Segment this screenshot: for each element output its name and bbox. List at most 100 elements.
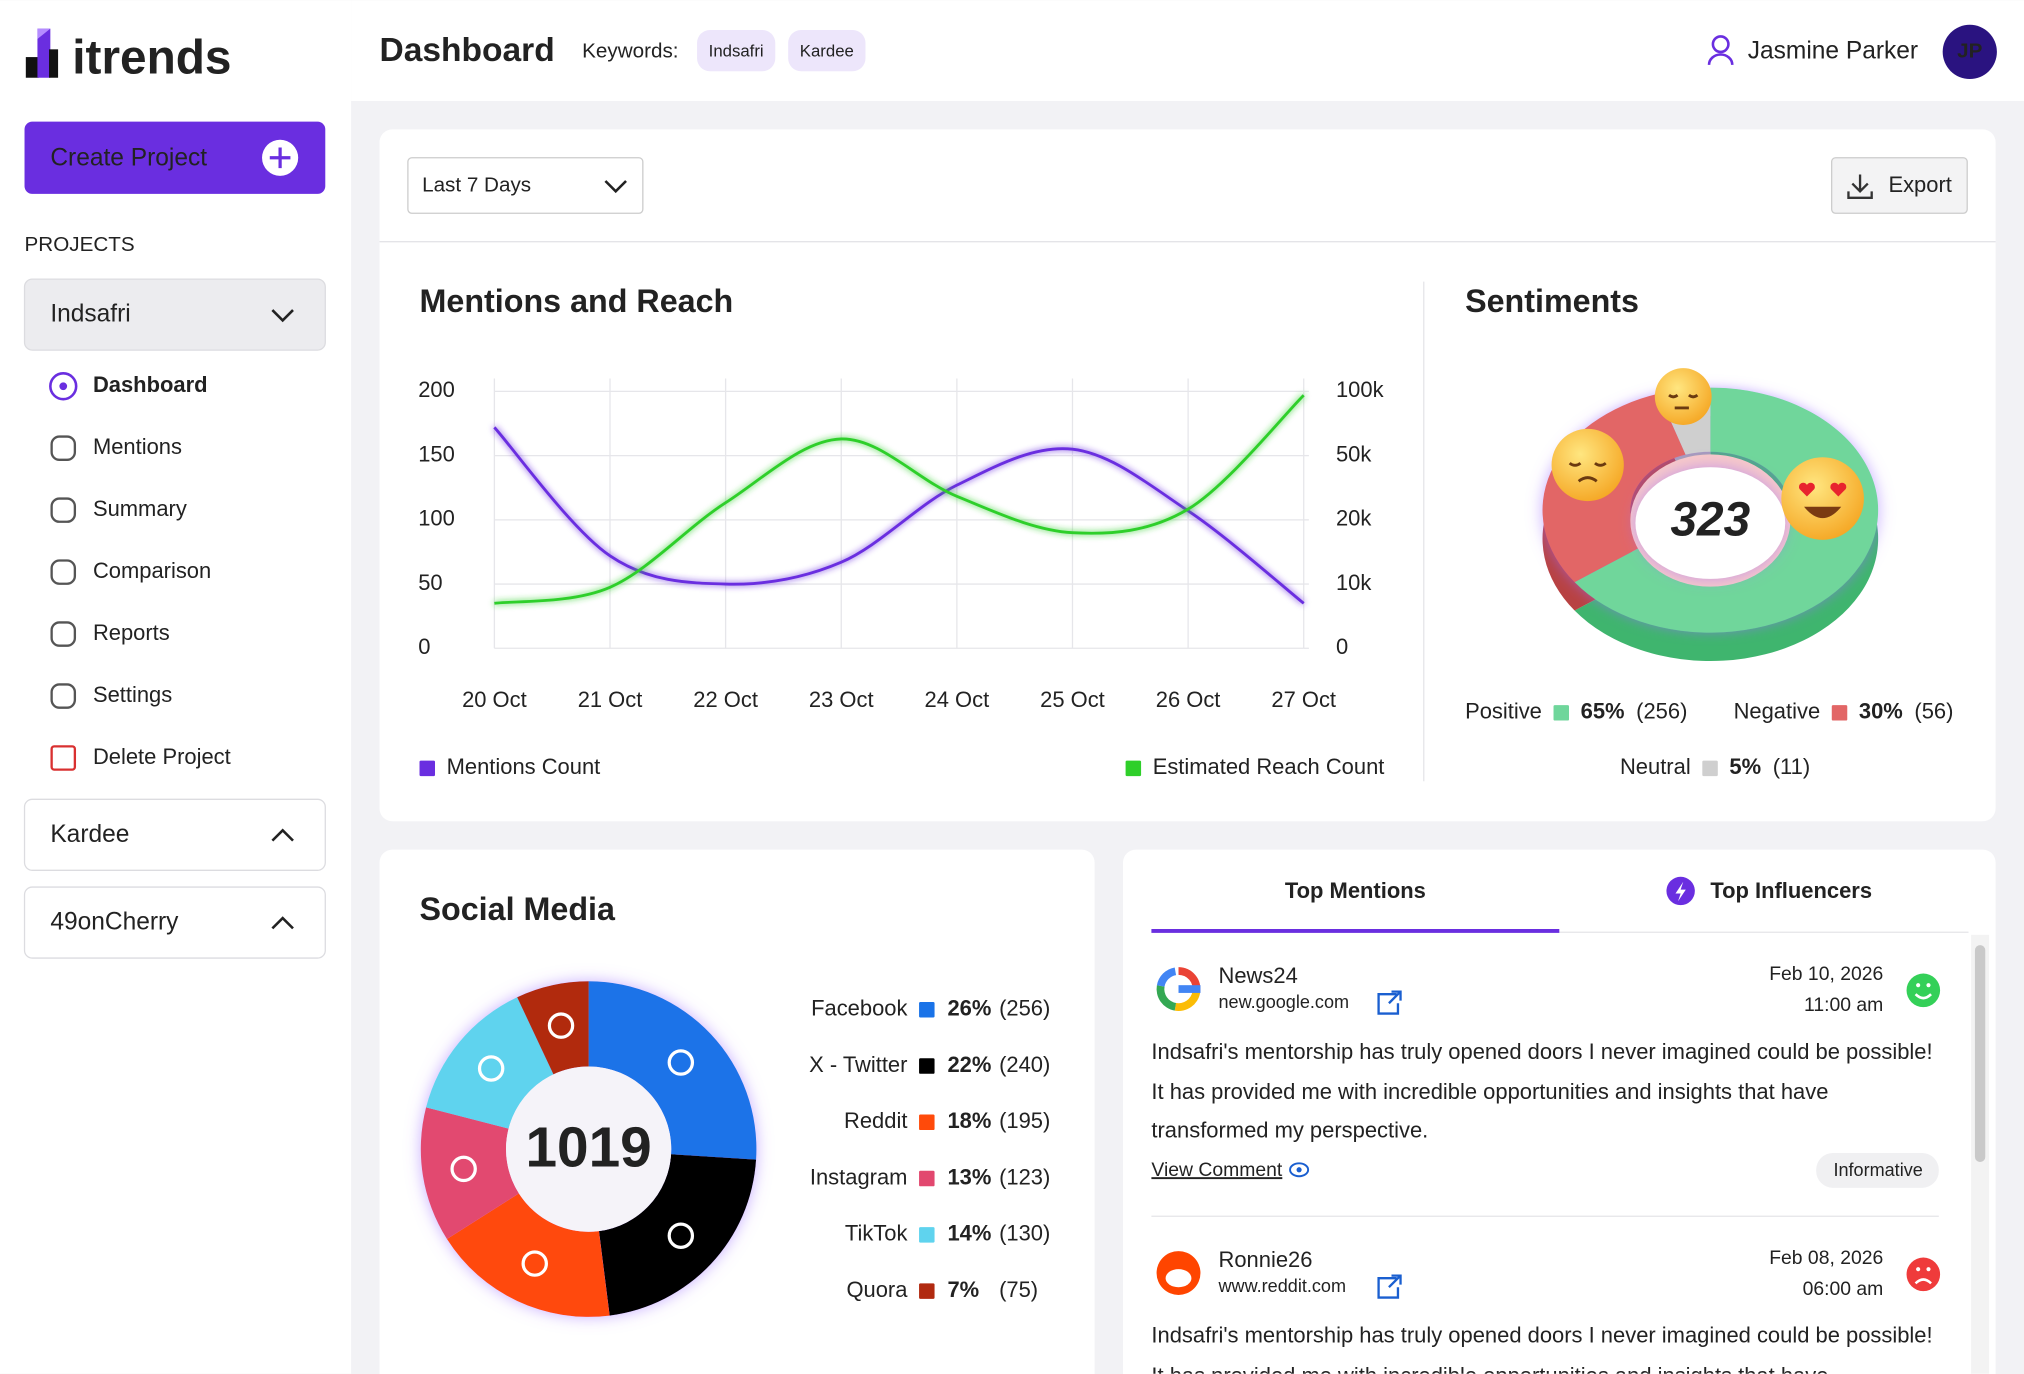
source-logo bbox=[1165, 1269, 1192, 1288]
legend-swatch bbox=[919, 1058, 935, 1074]
mention-text: Indsafri's mentorship has truly opened d… bbox=[1151, 1323, 1932, 1373]
chevron[interactable] bbox=[271, 828, 294, 842]
count-label: (195) bbox=[999, 1108, 1050, 1133]
y-tick-label: 100 bbox=[418, 506, 455, 531]
project-name[interactable]: 49onCherry bbox=[50, 909, 179, 936]
chart-title: Sentiments bbox=[1465, 283, 1639, 319]
sentiment-icon bbox=[1914, 993, 1932, 1000]
project-selector[interactable] bbox=[23, 278, 326, 351]
series-line bbox=[493, 426, 1305, 605]
platform-icon bbox=[667, 1222, 695, 1249]
mention-domain: new.google.com bbox=[1219, 992, 1350, 1012]
legend-label: Reddit bbox=[844, 1108, 907, 1133]
count-label: (240) bbox=[999, 1052, 1050, 1077]
menu-item[interactable]: Delete Project bbox=[93, 744, 231, 769]
keyword-chip[interactable] bbox=[697, 29, 776, 72]
x-tick-label: 22 Oct bbox=[693, 687, 758, 712]
menu-item[interactable]: Mentions bbox=[93, 434, 182, 459]
y2-tick-label: 0 bbox=[1336, 634, 1348, 659]
x-tick-label: 26 Oct bbox=[1156, 687, 1221, 712]
legend-label: Positive bbox=[1465, 699, 1542, 724]
date-range-select[interactable] bbox=[407, 157, 644, 214]
keywords-label: Keywords: bbox=[582, 39, 678, 62]
menu-item[interactable]: Comparison bbox=[93, 558, 211, 583]
tab[interactable]: Top Mentions bbox=[1285, 878, 1426, 903]
keyword[interactable]: Indsafri bbox=[709, 41, 764, 60]
button-label[interactable]: Create Project bbox=[50, 145, 207, 172]
chevron[interactable] bbox=[271, 916, 294, 930]
y2-tick-label: 100k bbox=[1336, 377, 1384, 402]
external-link-icon[interactable] bbox=[1377, 990, 1402, 1015]
emoji-mouth bbox=[1577, 476, 1598, 483]
donut-hole bbox=[506, 1066, 672, 1232]
menu-item[interactable]: Dashboard bbox=[93, 372, 208, 397]
menu-icon bbox=[50, 559, 77, 585]
avatar-initials[interactable]: JP bbox=[1957, 39, 1982, 62]
menu-icon bbox=[50, 621, 77, 647]
eye-icon[interactable] bbox=[1296, 1167, 1302, 1173]
legend-swatch bbox=[919, 1227, 935, 1243]
avatar[interactable] bbox=[1942, 24, 1997, 80]
emoji-eye bbox=[1668, 393, 1679, 399]
create-project-button[interactable] bbox=[24, 121, 326, 194]
user-name: Jasmine Parker bbox=[1748, 37, 1918, 64]
project-name[interactable]: Indsafri bbox=[50, 301, 130, 328]
menu-item[interactable]: Summary bbox=[93, 496, 187, 521]
mention-source: News24 bbox=[1219, 963, 1298, 988]
pie-hole bbox=[1635, 467, 1786, 579]
chevron[interactable] bbox=[604, 180, 627, 194]
x-tick-label: 24 Oct bbox=[925, 687, 990, 712]
menu-icon bbox=[50, 435, 77, 461]
eye-icon[interactable] bbox=[1289, 1162, 1310, 1178]
menu-icon bbox=[50, 683, 77, 709]
keyword-chip[interactable] bbox=[788, 29, 866, 72]
count-label: (123) bbox=[999, 1164, 1050, 1189]
value-label: 65% bbox=[1581, 699, 1625, 724]
tab[interactable]: Top Influencers bbox=[1710, 878, 1872, 903]
sentiment-icon bbox=[1926, 1267, 1931, 1272]
mention-time: 06:00 am bbox=[1803, 1278, 1884, 1300]
legend-swatch bbox=[1831, 705, 1848, 721]
emoji-eye bbox=[1594, 462, 1607, 467]
logo: itrends bbox=[72, 32, 231, 85]
emoji bbox=[1551, 428, 1624, 502]
project-selector[interactable] bbox=[23, 886, 326, 959]
legend-label: Negative bbox=[1734, 699, 1821, 724]
emoji-eye bbox=[1568, 462, 1582, 467]
value-label: 30% bbox=[1859, 699, 1903, 724]
date-range[interactable]: Last 7 Days bbox=[422, 174, 531, 197]
export-icon[interactable] bbox=[1847, 174, 1873, 199]
count-label: (75) bbox=[999, 1277, 1038, 1302]
keyword[interactable]: Kardee bbox=[800, 41, 854, 60]
section-heading: PROJECTS bbox=[25, 233, 135, 256]
x-tick-label: 27 Oct bbox=[1271, 687, 1336, 712]
user-icon bbox=[1711, 35, 1730, 54]
sentiment-icon bbox=[1906, 1257, 1941, 1292]
menu-item[interactable]: Settings bbox=[93, 682, 172, 707]
export-label[interactable]: Export bbox=[1888, 172, 1951, 197]
platform-icon bbox=[477, 1055, 505, 1082]
export-button[interactable] bbox=[1831, 157, 1968, 214]
plus-icon[interactable] bbox=[269, 147, 291, 169]
value-label: 13% bbox=[947, 1164, 991, 1189]
menu-item[interactable]: Reports bbox=[93, 620, 170, 645]
value-label: 5% bbox=[1729, 754, 1761, 779]
project-name[interactable]: Kardee bbox=[50, 821, 129, 848]
value-label: 7% bbox=[947, 1277, 979, 1302]
value-label: 18% bbox=[947, 1108, 991, 1133]
legend-label: TikTok bbox=[845, 1221, 908, 1246]
count-label: (256) bbox=[999, 996, 1050, 1021]
scrollbar-thumb[interactable] bbox=[1974, 945, 1986, 1163]
menu-icon bbox=[50, 497, 77, 523]
view-comment-link[interactable]: View Comment bbox=[1151, 1159, 1283, 1181]
logo-bar bbox=[37, 28, 51, 78]
emoji-eye bbox=[1830, 482, 1847, 497]
source-logo bbox=[1174, 991, 1201, 1011]
chevron[interactable] bbox=[271, 309, 294, 323]
project-selector[interactable] bbox=[23, 798, 326, 871]
external-link-icon[interactable] bbox=[1377, 1274, 1402, 1299]
y2-tick-label: 10k bbox=[1336, 570, 1371, 595]
x-tick-label: 25 Oct bbox=[1040, 687, 1105, 712]
tab-icon bbox=[1675, 881, 1686, 902]
